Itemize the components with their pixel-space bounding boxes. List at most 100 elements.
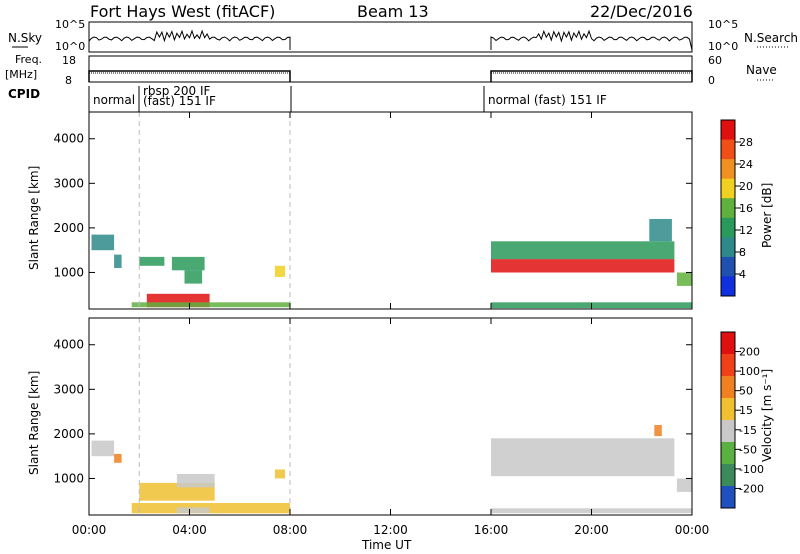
colorbar-swatch <box>721 120 735 141</box>
colorbar-tick-label: 100 <box>739 365 760 378</box>
cpid-mode-rbsp: rbsp 200 IF <box>143 84 210 98</box>
colorbar-swatch <box>721 139 735 160</box>
echo-region-9 <box>654 425 662 437</box>
echo-region-5 <box>176 507 210 514</box>
colorbar-tick-label: 200 <box>739 346 760 359</box>
cpid-mode-normal: normal <box>93 93 135 107</box>
y-tick-label: 4000 <box>53 338 84 352</box>
colorbar-tick-label: 15 <box>739 404 753 417</box>
colorbar-swatch <box>721 464 735 487</box>
colorbar-swatch <box>721 276 735 297</box>
y-tick-label: 1000 <box>53 265 84 279</box>
x-tick-label: 00:00 <box>675 523 710 537</box>
echo-region-7 <box>491 438 675 477</box>
colorbar-tick-label: 28 <box>739 136 753 149</box>
nave-tick-bottom: 0 <box>708 74 715 87</box>
echo-region-3 <box>176 474 215 488</box>
figure-title: Fort Hays West (fitACF) <box>90 2 275 21</box>
beam-label: Beam 13 <box>357 2 429 21</box>
y-tick-label: 1000 <box>53 471 84 485</box>
colorbar-tick-label: 12 <box>739 224 753 237</box>
power-colorbar-label: Power [dB] <box>760 183 774 248</box>
echo-region-2 <box>139 256 165 266</box>
colorbar-tick-label: 16 <box>739 202 753 215</box>
colorbar-tick-label: 20 <box>739 180 753 193</box>
velocity-colorbar-label: Velocity [m s⁻¹] <box>760 369 774 462</box>
colorbar-tick-label: 50 <box>739 385 753 398</box>
nsky-tick-bottom: 10^0 <box>55 40 85 53</box>
echo-region-7 <box>274 265 285 277</box>
power-ylabel: Slant Range [km] <box>27 166 41 270</box>
echo-region-10 <box>649 219 672 242</box>
x-tick-label: 16:00 <box>474 523 509 537</box>
nsearch-tick-top: 10^5 <box>708 18 738 31</box>
colorbar-swatch <box>721 159 735 180</box>
x-axis-label: Time UT <box>361 538 412 552</box>
nsky-trace <box>490 29 693 51</box>
colorbar-tick-label: -50 <box>739 443 757 456</box>
colorbar-swatch <box>721 198 735 219</box>
echo-region-0 <box>91 440 115 457</box>
colorbar-tick-label: -200 <box>739 482 764 495</box>
colorbar-tick-label: 8 <box>739 246 746 259</box>
freq-unit: [MHz] <box>5 68 37 81</box>
freq-tick-bottom: 8 <box>65 74 72 87</box>
echo-region-8 <box>491 259 675 273</box>
echo-region-1 <box>114 254 122 268</box>
power-colorbar: 28 24 20 16 12 8 4 <box>720 119 753 297</box>
colorbar-swatch <box>721 332 735 355</box>
colorbar-tick-label: 4 <box>739 268 746 281</box>
freq-panel <box>88 55 693 83</box>
y-tick-label: 4000 <box>53 132 84 146</box>
echo-region-12 <box>676 272 692 286</box>
nsearch-label: N.Search <box>744 31 798 45</box>
echo-region-10 <box>676 478 692 492</box>
colorbar-swatch <box>721 237 735 258</box>
velocity-ylabel: Slant Range [km] <box>27 371 41 475</box>
echo-region-6 <box>131 302 290 308</box>
colorbar-tick-label: -15 <box>739 424 757 437</box>
date-label: 22/Dec/2016 <box>590 2 693 21</box>
colorbar-swatch <box>721 420 735 443</box>
colorbar-frame <box>720 331 736 509</box>
colorbar-swatch <box>721 217 735 238</box>
echo-region-6 <box>274 469 285 479</box>
nave-tick-top: 60 <box>708 54 722 67</box>
freq-trace <box>490 70 693 82</box>
colorbar-swatch <box>721 354 735 377</box>
colorbar-swatch <box>721 376 735 399</box>
colorbar-swatch <box>721 442 735 465</box>
colorbar-swatch <box>721 398 735 421</box>
freq-label: Freq. <box>15 53 42 66</box>
power-panel-frame <box>88 111 693 310</box>
echo-region-4 <box>184 270 203 284</box>
nsky-traces <box>88 29 693 51</box>
freq-trace <box>88 70 291 82</box>
colorbar-swatch <box>721 256 735 277</box>
power-echoes <box>91 112 692 309</box>
x-tick-label: 08:00 <box>273 523 308 537</box>
x-tick-label: 12:00 <box>373 523 408 537</box>
colorbar-swatch <box>721 178 735 199</box>
echo-region-0 <box>91 234 115 251</box>
y-tick-label: 2000 <box>53 221 84 235</box>
y-tick-label: 3000 <box>53 176 84 190</box>
cpid-label: CPID <box>8 87 40 101</box>
x-tick-label: 04:00 <box>172 523 207 537</box>
x-tick-label: 20:00 <box>574 523 609 537</box>
velocity-echoes <box>91 318 692 515</box>
echo-region-1 <box>114 453 122 463</box>
cpid-mode-normal-fast: normal (fast) 151 IF <box>488 93 607 107</box>
echo-region-9 <box>491 241 675 260</box>
nsearch-tick-bottom: 10^0 <box>708 40 738 53</box>
colorbar-tick-label: -100 <box>739 463 764 476</box>
power-yticks: 4000 3000 2000 1000 <box>53 132 692 279</box>
cpid-mode-fast: (fast) 151 IF <box>143 94 216 108</box>
velocity-colorbar: 200 100 50 15 -15 -50 -100 -200 <box>720 331 764 509</box>
cpid-strip <box>88 86 485 112</box>
colorbar-swatch <box>721 486 735 509</box>
x-ticks: 00:00 04:00 08:00 12:00 16:00 20:00 00:00 <box>72 112 710 537</box>
colorbar-tick-label: 24 <box>739 158 753 171</box>
freq-traces <box>88 70 693 82</box>
